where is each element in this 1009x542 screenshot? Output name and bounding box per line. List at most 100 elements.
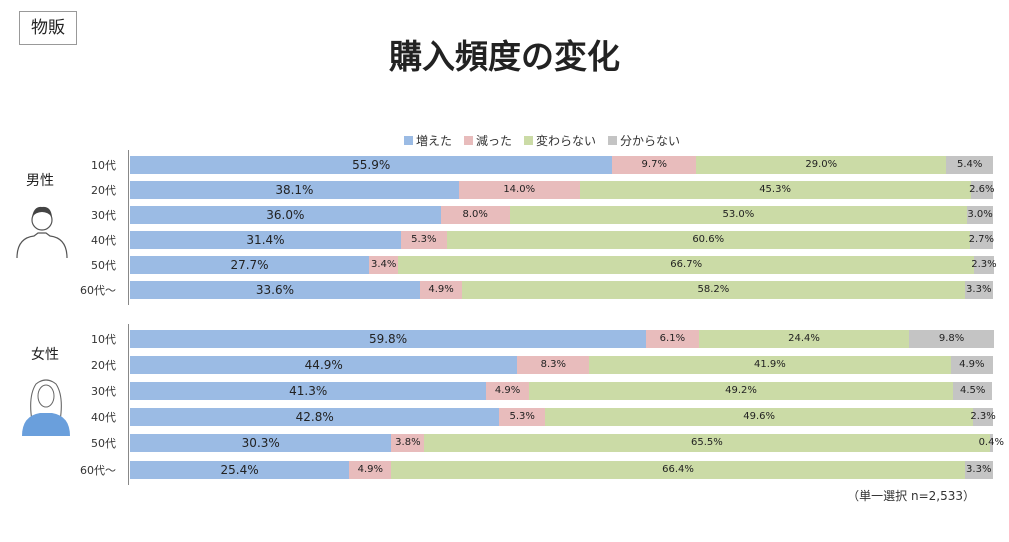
bar-segment [946,156,993,174]
bar-segment [909,330,994,348]
bar-segment [398,256,974,274]
bar-segment [130,356,518,374]
legend-item: 分からない [608,132,680,149]
legend-item: 変わらない [524,132,596,149]
data-label: 4.9% [494,385,521,396]
bar-segment [424,434,990,452]
bar-segment [130,434,392,452]
data-label: 55.9% [352,158,391,172]
bar-segment [486,382,529,400]
data-label: 44.9% [304,358,343,372]
data-label: 27.7% [230,258,269,272]
bar-segment [528,382,954,400]
bar-segment [440,206,510,224]
row-label: 40代 [91,411,116,424]
data-label: 6.1% [659,333,686,344]
legend-item: 増えた [404,132,452,149]
bar-segment [130,156,613,174]
bar-segment [458,181,580,199]
data-label: 4.9% [428,284,454,295]
data-label: 14.0% [503,184,536,195]
bar-segment [349,461,392,479]
bar-segment [130,281,420,299]
row-label: 30代 [91,209,116,222]
bar-segment [989,434,993,452]
bar-segment [589,356,951,374]
row-label: 40代 [91,234,116,247]
data-label: 53.0% [722,209,755,220]
data-label: 30.3% [241,436,280,450]
legend: 増えた 減った 変わらない 分からない [404,132,680,149]
bar-segment [646,330,699,348]
data-label: 24.4% [788,333,820,344]
data-label: 5.3% [509,411,535,422]
bar-segment [698,330,910,348]
bar-segment [579,181,971,199]
bar-segment [973,408,993,426]
bar-segment [130,408,500,426]
data-label: 42.8% [295,410,334,424]
data-label: 33.6% [255,283,295,297]
data-label: 45.3% [759,184,791,195]
bar-segment [369,256,399,274]
data-label: 3.3% [966,284,992,295]
data-label: 2.7% [968,234,995,245]
category-axis [128,324,129,485]
bar-segment [970,181,993,199]
row-label: 20代 [91,359,116,372]
bar-segment [130,206,441,224]
bar-segment [969,231,993,249]
data-label: 0.4% [978,437,1004,448]
data-label: 2.3% [970,411,996,422]
legend-label: 増えた [416,134,453,148]
data-label: 2.3% [971,259,997,270]
bar-segment [130,181,459,199]
group-label-female: 女性 [31,347,59,363]
data-label: 8.0% [462,209,488,220]
bar-segment [509,206,968,224]
data-label: 9.7% [641,159,667,170]
bar-segment [967,206,993,224]
data-label: 36.0% [266,208,305,222]
bar-segment [419,281,463,299]
legend-label: 減った [476,134,513,148]
row-label: 60代～ [80,284,116,297]
data-label: 4.9% [959,359,985,370]
data-label: 8.3% [540,359,566,370]
bar-segment [950,356,993,374]
legend-swatch [464,136,474,145]
bar-segment [517,356,590,374]
data-label: 49.6% [743,411,775,422]
data-label: 49.2% [725,385,757,396]
bar-segment [545,408,974,426]
data-label: 3.4% [371,259,397,270]
legend-label: 分からない [620,134,681,148]
male-person-icon [16,206,68,259]
data-label: 66.7% [670,259,703,270]
data-label: 3.8% [395,437,421,448]
bar-segment [391,434,425,452]
data-label: 3.3% [966,464,992,475]
data-label: 60.6% [692,234,725,245]
bar-segment [400,231,447,249]
bar-segment [130,461,350,479]
bar-segment [964,461,993,479]
bar-segment [696,156,947,174]
data-label: 41.9% [754,359,786,370]
data-label: 66.4% [662,464,694,475]
data-label: 4.5% [960,385,986,396]
bar-segment [391,461,965,479]
bar-segment [612,156,697,174]
legend-item: 減った [464,132,512,149]
row-label: 10代 [91,159,116,172]
data-label: 3.0% [967,209,993,220]
data-label: 5.3% [411,234,437,245]
bar-segment [974,256,994,274]
category-axis [128,150,129,305]
row-label: 10代 [91,333,116,346]
legend-swatch [404,136,413,145]
group-label-male: 男性 [26,173,54,189]
bar-segment [499,408,546,426]
chart-title: 購入頻度の変化 [389,37,620,76]
